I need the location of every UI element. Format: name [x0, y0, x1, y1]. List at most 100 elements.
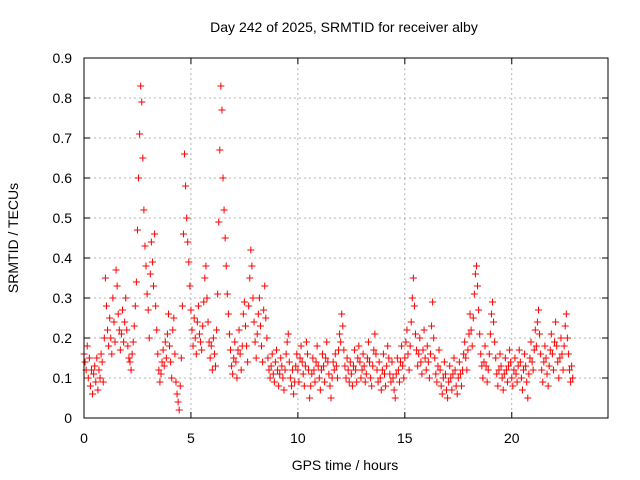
data-point — [118, 306, 126, 314]
data-point — [494, 382, 502, 390]
data-point — [169, 326, 177, 334]
data-point — [89, 390, 97, 398]
data-point — [362, 370, 370, 378]
y-tick-label: 0.3 — [53, 290, 73, 306]
data-point — [166, 342, 174, 350]
data-point — [508, 374, 516, 382]
data-point — [205, 338, 213, 346]
y-tick-label: 0.5 — [53, 210, 73, 226]
data-point — [497, 362, 505, 370]
data-point — [430, 334, 438, 342]
data-point — [360, 362, 368, 370]
data-point — [109, 294, 117, 302]
data-point — [154, 350, 162, 358]
data-point — [85, 354, 93, 362]
data-point — [206, 354, 214, 362]
data-point — [367, 374, 375, 382]
data-point — [370, 346, 378, 354]
data-point — [315, 374, 323, 382]
data-point — [185, 258, 193, 266]
data-point — [159, 346, 167, 354]
data-point — [357, 374, 365, 382]
y-tick-label: 0.6 — [53, 170, 73, 186]
data-point — [300, 382, 308, 390]
data-point — [436, 366, 444, 374]
data-point — [424, 358, 432, 366]
data-point — [551, 338, 559, 346]
data-point — [561, 322, 569, 330]
data-point — [353, 378, 361, 386]
data-point — [490, 318, 498, 326]
data-point — [234, 346, 242, 354]
data-point — [86, 382, 94, 390]
data-point — [468, 342, 476, 350]
data-point — [530, 346, 538, 354]
data-point — [172, 378, 180, 386]
data-point — [95, 366, 103, 374]
data-point — [437, 382, 445, 390]
data-point — [332, 362, 340, 370]
data-point — [492, 354, 500, 362]
data-point — [260, 306, 268, 314]
data-point — [195, 330, 203, 338]
data-point — [162, 354, 170, 362]
data-point — [441, 370, 449, 378]
data-point — [173, 390, 181, 398]
data-point — [358, 366, 366, 374]
data-point — [526, 354, 534, 362]
data-point — [393, 354, 401, 362]
data-point — [92, 378, 100, 386]
data-point — [200, 298, 208, 306]
data-point — [253, 330, 261, 338]
data-point — [115, 326, 123, 334]
data-point — [132, 278, 140, 286]
data-point — [128, 350, 136, 358]
data-point — [342, 374, 350, 382]
data-point — [431, 354, 439, 362]
data-point — [312, 358, 320, 366]
data-point — [546, 346, 554, 354]
data-point — [207, 342, 215, 350]
data-point — [489, 298, 497, 306]
data-point — [405, 366, 413, 374]
data-point — [281, 366, 289, 374]
data-point — [229, 370, 237, 378]
data-point — [102, 302, 110, 310]
data-point — [469, 314, 477, 322]
data-point — [120, 338, 128, 346]
data-point — [340, 346, 348, 354]
chart-title: Day 242 of 2025, SRMTID for receiver alb… — [210, 19, 478, 35]
data-point — [435, 346, 443, 354]
data-point — [432, 370, 440, 378]
data-point — [482, 362, 490, 370]
data-point — [283, 338, 291, 346]
data-point — [407, 318, 415, 326]
data-point — [271, 358, 279, 366]
data-point — [301, 362, 309, 370]
data-point — [383, 362, 391, 370]
data-point — [268, 350, 276, 358]
data-point — [416, 334, 424, 342]
data-point — [554, 358, 562, 366]
data-point — [337, 338, 345, 346]
data-point — [480, 358, 488, 366]
data-point — [174, 398, 182, 406]
data-point — [454, 374, 462, 382]
data-point — [222, 262, 230, 270]
y-tick-label: 0.2 — [53, 330, 73, 346]
data-point — [201, 274, 209, 282]
data-point — [518, 386, 526, 394]
data-point — [410, 302, 418, 310]
data-point — [336, 330, 344, 338]
data-point — [227, 346, 235, 354]
data-point — [259, 358, 267, 366]
data-point — [215, 218, 223, 226]
data-point — [470, 290, 478, 298]
data-point — [152, 302, 160, 310]
data-point — [377, 386, 385, 394]
data-point — [210, 350, 218, 358]
data-point — [231, 338, 239, 346]
data-point — [108, 350, 116, 358]
data-point — [306, 394, 314, 402]
data-point — [496, 350, 504, 358]
